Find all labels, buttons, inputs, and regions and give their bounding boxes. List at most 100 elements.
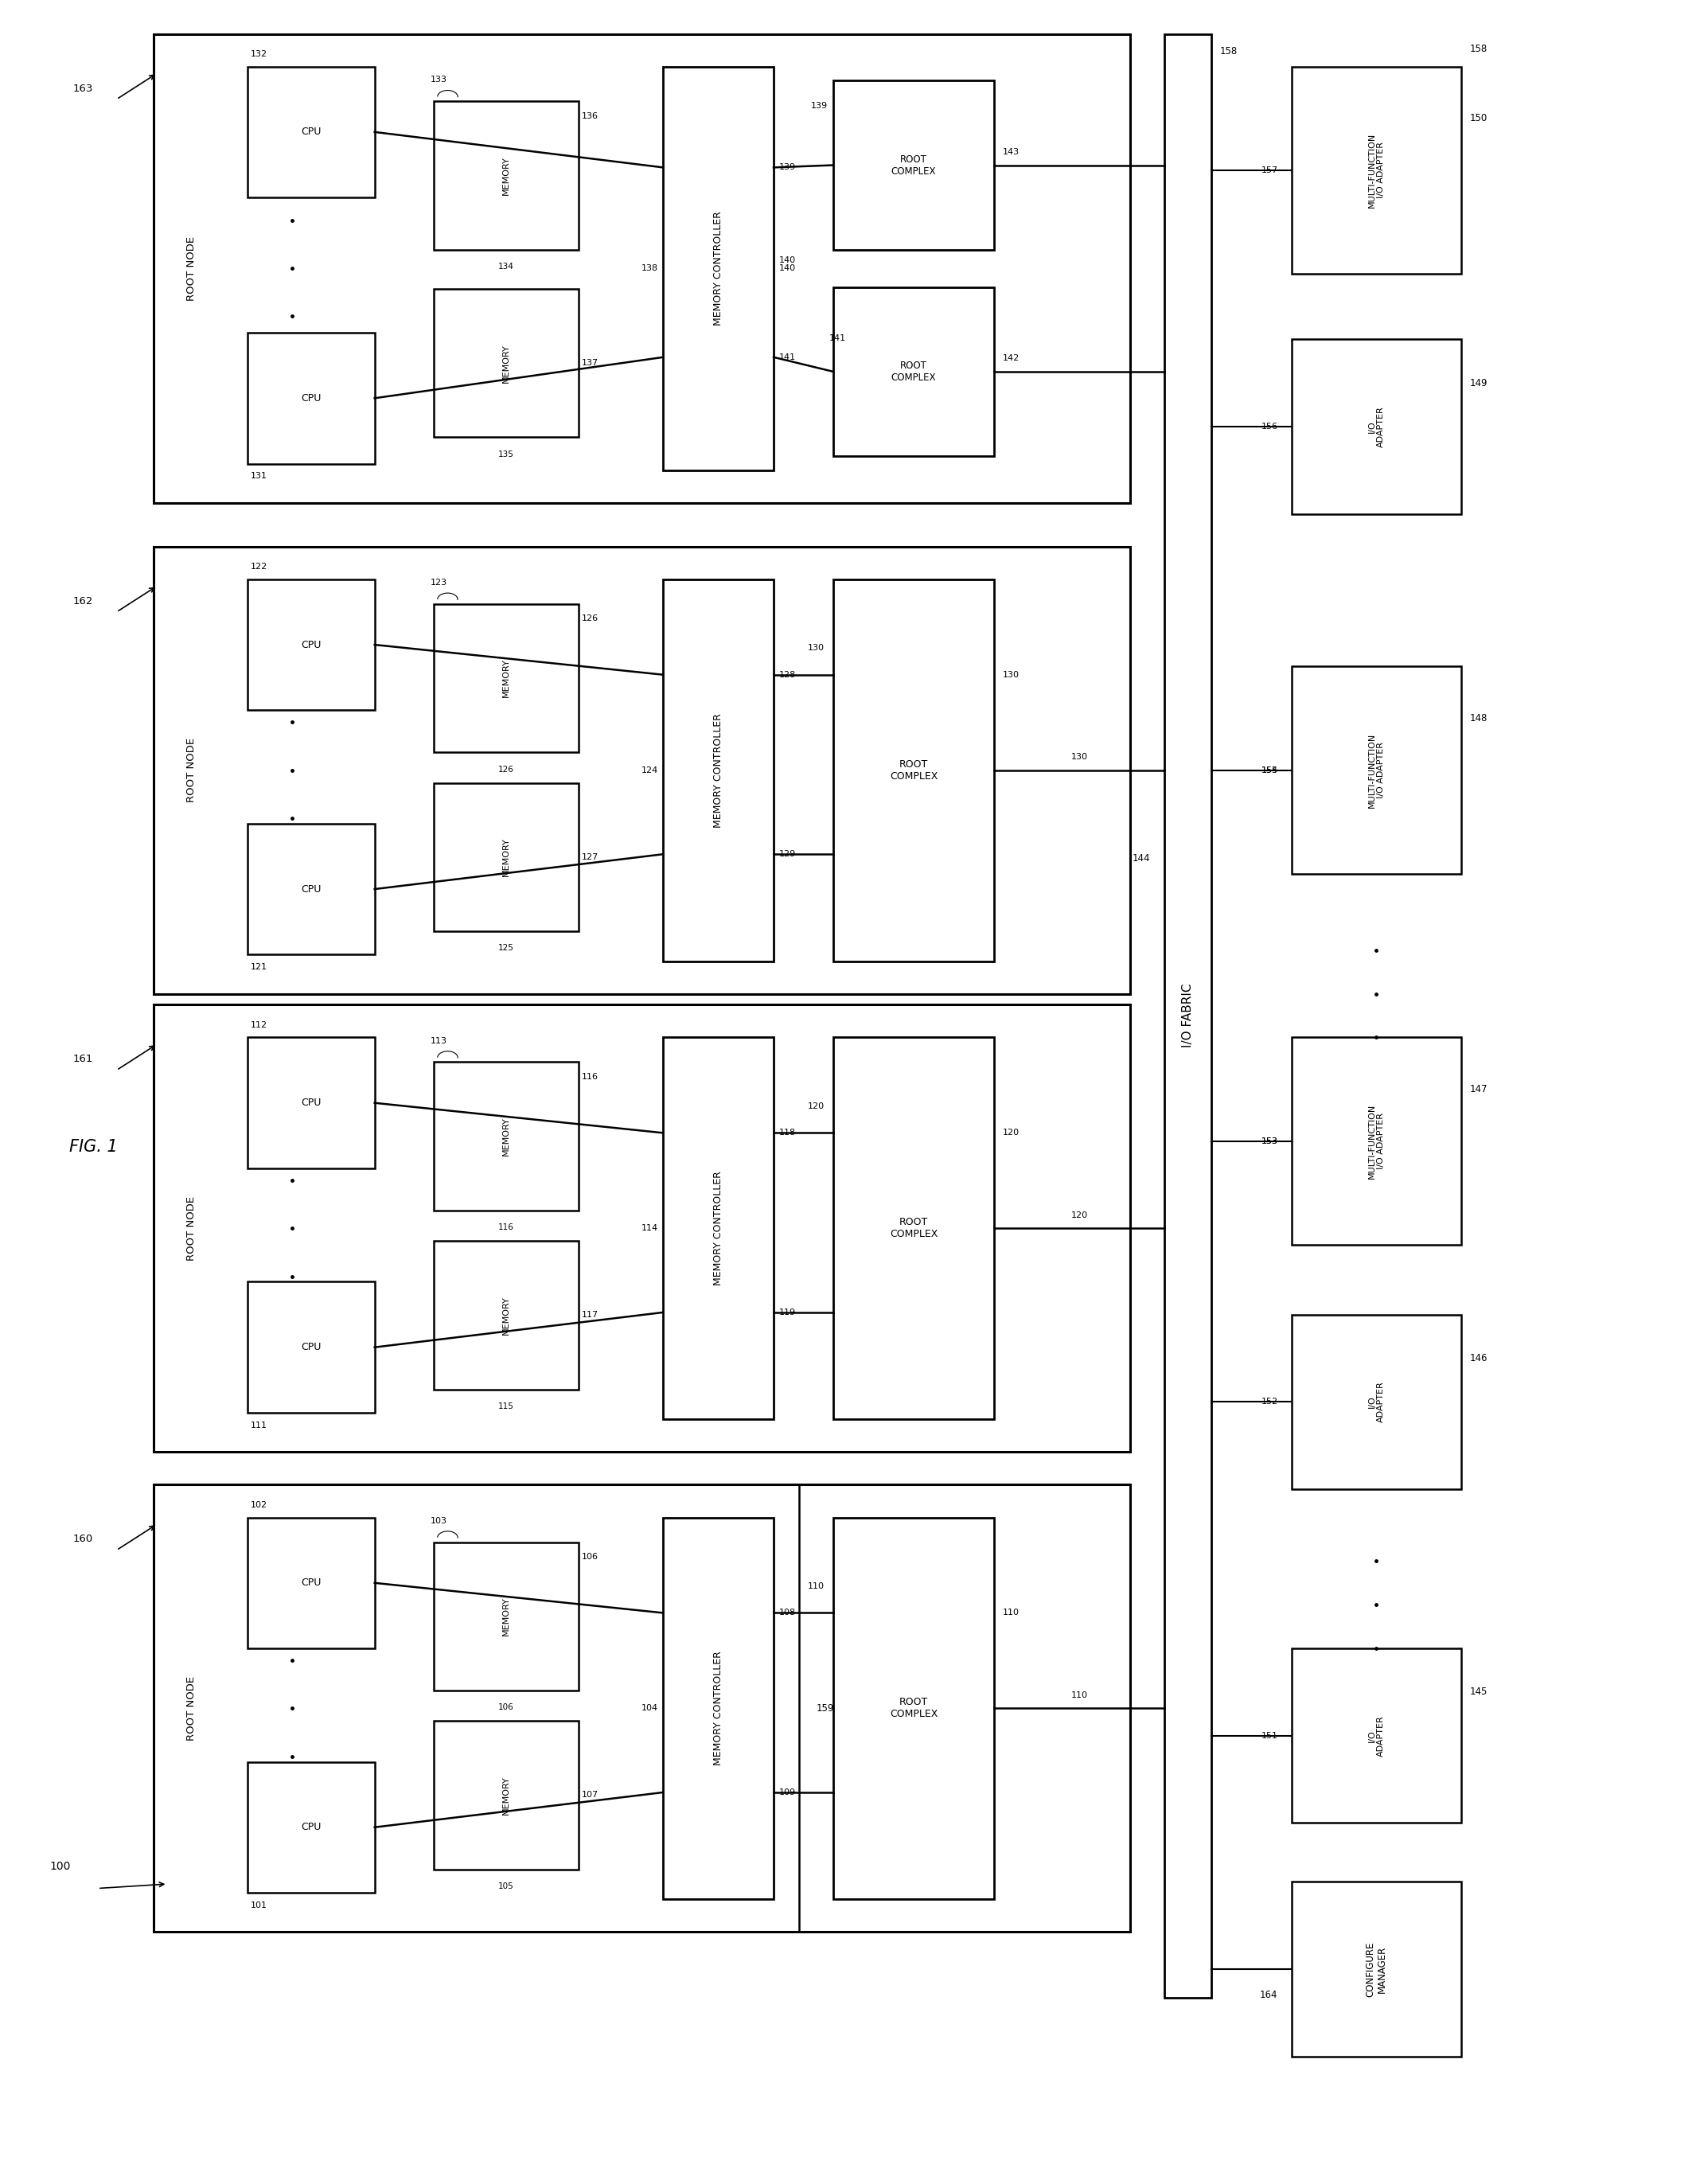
Text: 130: 130 (1003, 670, 1020, 679)
Text: 125: 125 (498, 943, 513, 952)
Bar (663, 1518, 774, 1900)
Text: MEMORY: MEMORY (501, 1116, 510, 1155)
Bar (1292, 1649, 1462, 1824)
Text: 117: 117 (581, 1310, 598, 1319)
Text: 158: 158 (1221, 46, 1238, 57)
Bar (1292, 66, 1462, 273)
Text: 121: 121 (250, 963, 267, 972)
Text: 113: 113 (430, 1037, 447, 1044)
Text: 140: 140 (779, 264, 796, 273)
Text: 155: 155 (1261, 767, 1278, 773)
Text: 103: 103 (430, 1516, 447, 1524)
Text: 110: 110 (1071, 1690, 1088, 1699)
Text: MULTI-FUNCTION
I/O ADAPTER: MULTI-FUNCTION I/O ADAPTER (1368, 133, 1385, 207)
Bar (1164, 33, 1212, 1998)
Bar (434, 1542, 578, 1690)
Text: ROOT
COMPLEX: ROOT COMPLEX (889, 1697, 938, 1719)
Bar (246, 579, 374, 710)
Text: 114: 114 (641, 1225, 658, 1232)
Text: 162: 162 (73, 596, 94, 607)
Bar (833, 286, 994, 456)
Bar (1292, 1037, 1462, 1245)
Text: CPU: CPU (301, 640, 321, 651)
Bar (155, 546, 1130, 994)
Bar (155, 33, 1130, 502)
Text: I/O
ADAPTER: I/O ADAPTER (1368, 1714, 1385, 1756)
Bar (663, 579, 774, 961)
Bar (833, 1037, 994, 1420)
Text: MEMORY: MEMORY (501, 1295, 510, 1334)
Text: 110: 110 (1003, 1610, 1020, 1616)
Text: CPU: CPU (301, 885, 321, 893)
Text: 126: 126 (498, 764, 513, 773)
Text: 153: 153 (1261, 1138, 1278, 1144)
Bar (246, 823, 374, 954)
Text: ROOT
COMPLEX: ROOT COMPLEX (891, 360, 937, 382)
Text: MEMORY CONTROLLER: MEMORY CONTROLLER (714, 1171, 724, 1286)
Text: 159: 159 (816, 1704, 835, 1714)
Text: 140: 140 (779, 256, 796, 264)
Text: 126: 126 (581, 616, 598, 622)
Bar (1292, 1315, 1462, 1489)
Text: CPU: CPU (301, 1577, 321, 1588)
Text: 106: 106 (581, 1553, 598, 1562)
Text: CPU: CPU (301, 393, 321, 404)
Text: 120: 120 (1071, 1212, 1088, 1219)
Text: CONFIGURE
MANAGER: CONFIGURE MANAGER (1365, 1942, 1387, 1996)
Text: 147: 147 (1470, 1083, 1488, 1094)
Text: 141: 141 (779, 354, 796, 360)
Text: 142: 142 (1003, 354, 1020, 363)
Text: ROOT NODE: ROOT NODE (185, 738, 197, 802)
Text: CPU: CPU (301, 1821, 321, 1832)
Text: 158: 158 (1470, 44, 1488, 55)
Bar (246, 332, 374, 463)
Text: 132: 132 (250, 50, 267, 57)
Text: MEMORY: MEMORY (501, 1597, 510, 1636)
Bar (434, 288, 578, 437)
Text: 109: 109 (779, 1789, 796, 1795)
Text: 122: 122 (250, 563, 267, 570)
Bar (434, 1241, 578, 1389)
Text: 134: 134 (498, 262, 513, 271)
Text: 163: 163 (73, 83, 94, 94)
Text: ROOT
COMPLEX: ROOT COMPLEX (889, 1216, 938, 1241)
Text: FIG. 1: FIG. 1 (70, 1138, 117, 1155)
Text: MEMORY CONTROLLER: MEMORY CONTROLLER (714, 712, 724, 828)
Bar (833, 81, 994, 249)
Text: ROOT
COMPLEX: ROOT COMPLEX (891, 155, 937, 177)
Text: 146: 146 (1470, 1354, 1488, 1363)
Text: MULTI-FUNCTION
I/O ADAPTER: MULTI-FUNCTION I/O ADAPTER (1368, 732, 1385, 808)
Bar (246, 1282, 374, 1413)
Text: ROOT
COMPLEX: ROOT COMPLEX (889, 760, 938, 782)
Bar (155, 1485, 1130, 1933)
Text: 120: 120 (807, 1103, 824, 1109)
Text: 106: 106 (498, 1704, 513, 1712)
Text: 127: 127 (581, 854, 598, 860)
Text: 130: 130 (1071, 753, 1088, 760)
Bar (155, 1005, 1130, 1452)
Text: MEMORY: MEMORY (501, 343, 510, 382)
Text: MEMORY: MEMORY (501, 1776, 510, 1815)
Text: 139: 139 (779, 164, 796, 173)
Text: MEMORY CONTROLLER: MEMORY CONTROLLER (714, 212, 724, 325)
Text: 123: 123 (430, 579, 447, 587)
Text: 149: 149 (1470, 378, 1488, 389)
Text: 102: 102 (250, 1500, 267, 1509)
Text: 129: 129 (779, 850, 796, 858)
Text: 115: 115 (498, 1402, 513, 1411)
Text: 108: 108 (779, 1610, 796, 1616)
Bar (246, 1518, 374, 1649)
Text: 119: 119 (779, 1308, 796, 1317)
Bar (1292, 666, 1462, 874)
Text: 120: 120 (1003, 1129, 1020, 1138)
Text: 111: 111 (250, 1422, 267, 1428)
Text: MEMORY CONTROLLER: MEMORY CONTROLLER (714, 1651, 724, 1765)
Text: 131: 131 (250, 472, 267, 480)
Text: I/O
ADAPTER: I/O ADAPTER (1368, 406, 1385, 448)
Text: 139: 139 (811, 103, 828, 109)
Text: 101: 101 (250, 1902, 267, 1909)
Text: 133: 133 (430, 76, 447, 83)
Bar (246, 1037, 374, 1168)
Text: 151: 151 (1261, 1732, 1278, 1741)
Bar (663, 1037, 774, 1420)
